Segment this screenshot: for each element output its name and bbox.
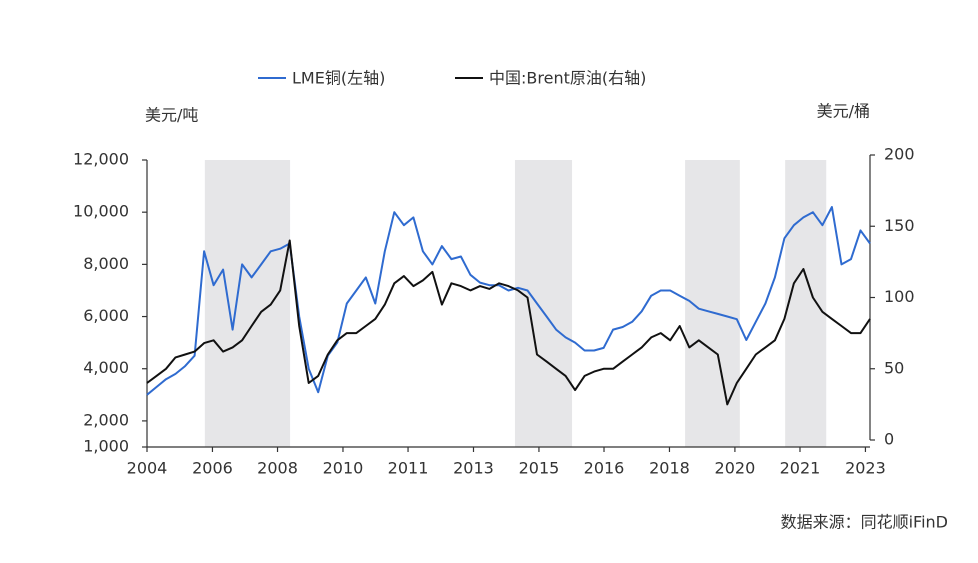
- y2-tick-label: 200: [884, 145, 915, 164]
- shaded-period: [785, 160, 827, 447]
- series-line: [146, 206, 871, 396]
- y2-unit-label: 美元/桶: [817, 102, 870, 121]
- y-tick-label: 1,000: [83, 437, 129, 456]
- legend-label: LME铜(左轴): [292, 69, 385, 88]
- x-tick-label: 2004: [127, 459, 168, 478]
- x-tick-label: 2010: [323, 459, 364, 478]
- y-tick-label: 12,000: [73, 150, 129, 169]
- x-tick-label: 2023: [845, 459, 886, 478]
- x-tick-label: 2006: [192, 459, 233, 478]
- x-tick-label: 2018: [649, 459, 690, 478]
- x-tick-label: 2015: [519, 459, 560, 478]
- source-note: 数据来源：同花顺iFinD: [781, 513, 948, 532]
- y-tick-label: 6,000: [83, 306, 129, 325]
- series-line: [146, 239, 871, 406]
- y2-tick-label: 150: [884, 216, 915, 235]
- y-tick-label: 2,000: [83, 410, 129, 429]
- y-tick-label: 4,000: [83, 358, 129, 377]
- shaded-period: [514, 160, 573, 447]
- x-tick-label: 2021: [780, 459, 821, 478]
- x-tick-label: 2020: [715, 459, 756, 478]
- y2-tick-label: 100: [884, 287, 915, 306]
- y2-tick-label: 0: [884, 430, 894, 449]
- y-tick-label: 10,000: [73, 202, 129, 221]
- shaded-period: [204, 160, 291, 447]
- legend-label: 中国:Brent原油(右轴): [489, 69, 646, 88]
- x-tick-label: 2011: [388, 459, 429, 478]
- shaded-period: [685, 160, 740, 447]
- x-tick-label: 2016: [584, 459, 625, 478]
- y2-tick-label: 50: [884, 358, 904, 377]
- y-unit-label: 美元/吨: [145, 106, 198, 125]
- x-tick-label: 2013: [453, 459, 494, 478]
- y-tick-label: 8,000: [83, 254, 129, 273]
- x-tick-label: 2008: [257, 459, 298, 478]
